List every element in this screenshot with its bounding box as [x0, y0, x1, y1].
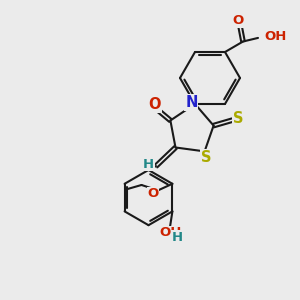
Text: OH: OH	[159, 226, 182, 239]
Text: O: O	[232, 14, 243, 27]
Text: H: H	[143, 158, 154, 171]
Text: S: S	[201, 150, 211, 165]
Text: OH: OH	[265, 30, 287, 43]
Text: H: H	[172, 231, 183, 244]
Text: O: O	[147, 188, 158, 200]
Text: N: N	[185, 95, 198, 110]
Text: S: S	[233, 111, 244, 126]
Text: O: O	[148, 97, 161, 112]
